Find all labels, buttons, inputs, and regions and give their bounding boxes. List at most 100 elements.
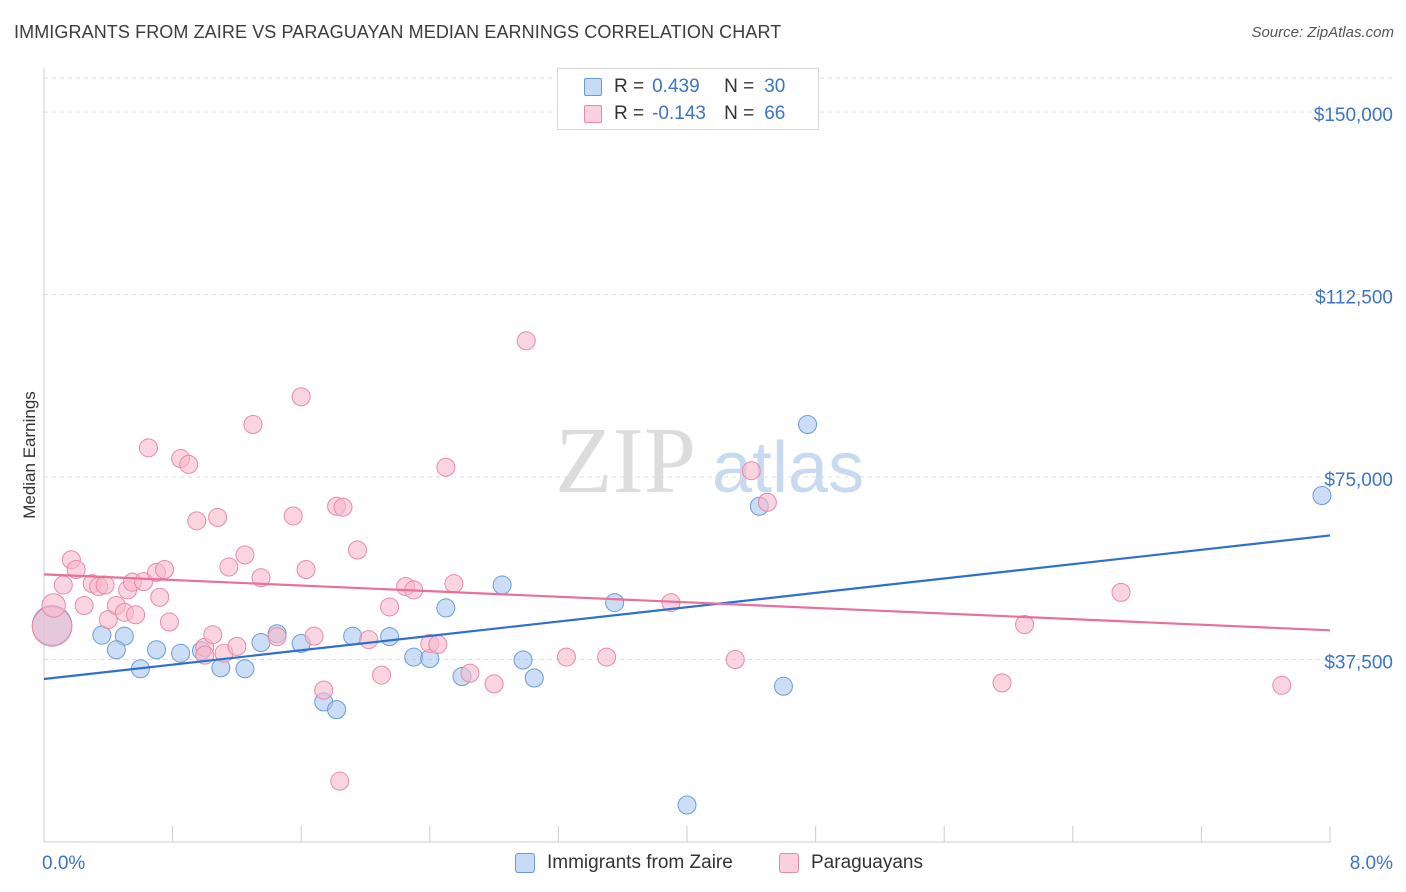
legend-row-zaire: R = 0.439 N = 30: [584, 75, 785, 99]
legend-r-value: 0.439: [652, 76, 700, 97]
series-swatch-blue: [515, 853, 535, 873]
correlation-legend: R = 0.439 N = 30 R = -0.143 N = 66: [557, 68, 819, 130]
watermark-atlas: atlas: [712, 428, 864, 508]
trend-line-1: [43, 573, 1331, 632]
watermark-zip: ZIP: [555, 409, 696, 513]
paraguayan-point-55: [597, 647, 617, 667]
zaire-point-6: [171, 643, 191, 663]
series-swatch-pink: [779, 853, 799, 873]
legend-n-label: N =: [724, 103, 755, 124]
paraguayan-point-35: [291, 387, 311, 407]
paraguayan-point-34: [283, 506, 303, 526]
zaire-point-9: [235, 659, 255, 679]
x-tick-labels: 0.0% 8.0%: [42, 853, 1393, 874]
paraguayan-point-52: [484, 674, 504, 694]
paraguayan-point-28: [219, 557, 239, 577]
paraguayan-point-25: [203, 625, 223, 645]
paraguayan-point-59: [757, 492, 777, 512]
paraguayan-point-16: [138, 438, 158, 458]
zaire-point-24: [605, 593, 625, 613]
zaire-point-15: [343, 626, 363, 646]
paraguayan-point-41: [333, 497, 353, 517]
axes: [43, 68, 1331, 843]
legend-r-label: R =: [614, 103, 645, 124]
zaire-point-14: [327, 700, 347, 720]
paraguayan-point-58: [741, 461, 761, 481]
paraguayan-point-1: [41, 593, 66, 618]
paraguayan-point-23: [187, 511, 207, 531]
zaire-point-22: [513, 650, 533, 670]
paraguayan-point-31: [243, 414, 263, 434]
zaire-point-23: [524, 668, 544, 688]
zaire-point-16: [380, 627, 400, 647]
series-name-zaire: Immigrants from Zaire: [547, 852, 733, 873]
paraguayan-point-43: [359, 630, 379, 650]
x-tick-label-min: 0.0%: [42, 853, 85, 874]
paraguayan-point-15: [134, 572, 154, 592]
paraguayan-point-18: [150, 587, 170, 607]
paraguayan-point-22: [179, 454, 199, 474]
paraguayan-point-37: [304, 626, 324, 646]
paraguayan-point-62: [1111, 582, 1131, 602]
series-legend-paraguayans: Paraguayans: [779, 852, 923, 874]
zaire-point-3: [106, 640, 126, 660]
legend-n-value: 30: [764, 76, 786, 97]
paraguayan-point-51: [460, 663, 480, 683]
legend-n-label: N =: [724, 76, 755, 97]
paraguayan-point-50: [436, 457, 456, 477]
zaire-point-17: [404, 647, 424, 667]
zaire-point-5: [147, 640, 167, 660]
paraguayan-point-60: [992, 673, 1012, 693]
paraguayan-point-26: [208, 507, 228, 527]
legend-row-paraguayans: R = -0.143 N = 66: [584, 102, 785, 126]
legend-r-label: R =: [614, 76, 645, 97]
legend-n-value: 66: [764, 103, 786, 124]
paraguayan-point-5: [74, 596, 94, 616]
x-tick-label-max: 8.0%: [1350, 853, 1393, 874]
paraguayan-point-42: [347, 540, 367, 560]
data-points: [31, 331, 1332, 815]
zaire-point-21: [492, 575, 512, 595]
paraguayan-point-33: [267, 627, 287, 647]
paraguayan-point-8: [95, 575, 115, 595]
paraguayan-point-32: [251, 568, 271, 588]
zaire-point-28: [798, 414, 818, 434]
legend-swatch-pink: [584, 105, 602, 123]
paraguayan-point-36: [296, 559, 316, 579]
chart-title: IMMIGRANTS FROM ZAIRE VS PARAGUAYAN MEDI…: [14, 22, 782, 42]
series-legend: Immigrants from Zaire Paraguayans: [0, 852, 1406, 878]
y-tick-label-1: $75,000: [1324, 470, 1393, 491]
paraguayan-point-2: [53, 575, 73, 595]
paraguayan-point-29: [227, 636, 247, 656]
y-tick-label-0: $37,500: [1324, 653, 1393, 674]
gridlines: [44, 77, 1395, 661]
paraguayan-point-61: [1015, 614, 1035, 634]
zaire-point-29: [1312, 486, 1332, 506]
paraguayan-point-19: [155, 559, 175, 579]
paraguayan-point-9: [98, 610, 118, 630]
zaire-point-27: [773, 676, 793, 696]
paraguayan-point-49: [428, 634, 448, 654]
y-tick-label-2: $112,500: [1315, 288, 1393, 309]
paraguayan-point-40: [330, 771, 350, 791]
paraguayan-point-14: [126, 605, 146, 625]
paraguayan-point-63: [1272, 675, 1292, 695]
zaire-point-25: [677, 795, 697, 815]
paraguayan-point-20: [159, 612, 179, 632]
y-tick-labels: $37,500 $75,000 $112,500 $150,000: [1314, 105, 1393, 673]
zaire-point-10: [251, 632, 271, 652]
paraguayan-point-4: [66, 559, 86, 579]
paraguayan-point-38: [314, 680, 334, 700]
series-name-paraguayans: Paraguayans: [811, 852, 923, 873]
watermark: ZIP atlas: [555, 409, 864, 513]
trend-lines: [43, 534, 1331, 681]
paraguayan-point-30: [235, 545, 255, 565]
y-tick-label-3: $150,000: [1314, 105, 1393, 126]
paraguayan-point-57: [725, 650, 745, 670]
paraguayan-point-53: [516, 331, 536, 351]
source-credit: Source: ZipAtlas.com: [1251, 24, 1394, 41]
legend-swatch-blue: [584, 78, 602, 96]
paraguayan-point-44: [372, 665, 392, 685]
trend-line-0: [43, 534, 1331, 681]
